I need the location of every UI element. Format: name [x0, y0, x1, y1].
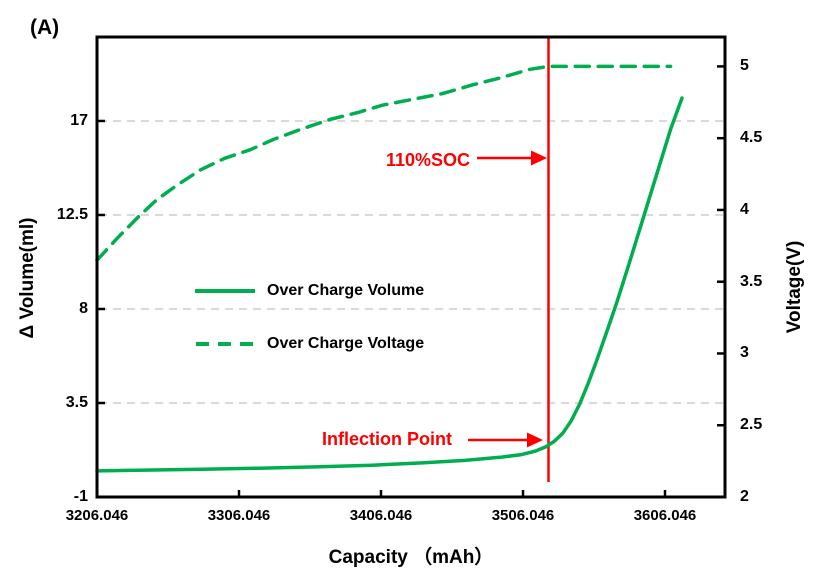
- y-right-tick-label: 4: [740, 200, 749, 218]
- y-left-tick-label: -1: [73, 488, 88, 505]
- y-right-axis-title: Voltage(V): [784, 240, 805, 334]
- x-tick-label: 3206.046: [65, 507, 129, 524]
- y-right-tick-label: 4.5: [740, 129, 763, 147]
- soc-annotation-label: 110%SOC: [385, 150, 470, 170]
- volume-curve: [95, 96, 684, 473]
- y-left-tick-label: 12.5: [56, 205, 88, 223]
- x-tick-label: 3606.046: [633, 507, 697, 524]
- plot-border: [95, 35, 727, 499]
- x-tick-label: 3406.046: [349, 507, 413, 524]
- y-left-tick-label: 17: [70, 111, 88, 129]
- y-right-tick-label: 3.5: [740, 272, 763, 290]
- panel-label: (A): [30, 16, 60, 39]
- soc-arrow-head: [531, 150, 547, 166]
- x-tick-label: 3306.046: [207, 507, 271, 524]
- legend-dashed-line-sample: [196, 342, 254, 346]
- legend-label-voltage: Over Charge Voltage: [267, 335, 425, 352]
- legend-item-voltage: Over Charge Voltage: [195, 335, 424, 353]
- y-left-axis-title: Δ Volume(ml): [17, 217, 38, 339]
- legend-label-volume: Over Charge Volume: [267, 282, 425, 299]
- inflection-arrow-head: [527, 432, 543, 448]
- voltage-curve: [95, 64, 673, 262]
- y-right-tick-label: 5: [740, 57, 749, 75]
- x-axis-title: Capacity （mAh）: [328, 547, 494, 568]
- y-right-tick-label: 3: [740, 344, 749, 362]
- y-left-tick-label: 3.5: [65, 393, 88, 411]
- legend-solid-line-sample: [195, 289, 255, 293]
- y-right-tick-label: 2.5: [740, 416, 763, 434]
- x-tick-label: 3506.046: [491, 507, 555, 524]
- legend-item-volume: Over Charge Volume: [195, 282, 424, 300]
- inflection-annotation-label: Inflection Point: [322, 429, 452, 449]
- y-right-tick-label: 2: [740, 488, 749, 505]
- y-left-tick-label: 8: [79, 299, 88, 317]
